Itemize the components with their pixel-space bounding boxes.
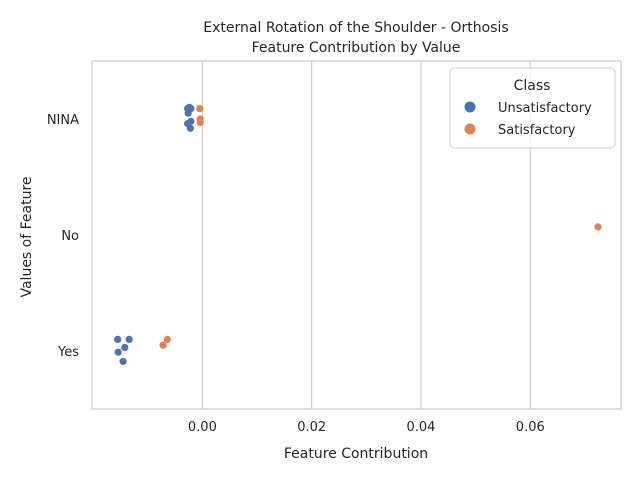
legend-label-satisfactory: Satisfactory xyxy=(498,123,576,138)
data-point-unsatisfactory xyxy=(184,109,192,117)
data-point-satisfactory xyxy=(159,341,167,349)
data-point-unsatisfactory xyxy=(186,124,194,132)
data-point-unsatisfactory xyxy=(119,357,127,365)
legend: Class Unsatisfactory Satisfactory xyxy=(449,67,616,149)
data-point-satisfactory xyxy=(163,335,171,343)
data-point-unsatisfactory xyxy=(114,348,122,356)
y-axis-label: Values of Feature xyxy=(19,176,35,297)
x-axis-ticks: 0.00 0.02 0.04 0.06 xyxy=(188,420,545,435)
y-axis-ticks: NINA No Yes xyxy=(47,113,79,360)
legend-marker-satisfactory xyxy=(464,123,476,135)
x-tick-label: 0.04 xyxy=(407,420,436,435)
chart-title-line-1: External Rotation of the Shoulder - Orth… xyxy=(203,20,508,36)
y-tick-label: Yes xyxy=(57,345,79,360)
x-tick-label: 0.02 xyxy=(297,420,326,435)
legend-box xyxy=(449,67,616,149)
plot-frame xyxy=(91,60,622,410)
y-tick-label: No xyxy=(61,229,79,244)
legend-title: Class xyxy=(514,78,551,94)
y-tick-label: NINA xyxy=(47,113,79,128)
x-tick-label: 0.06 xyxy=(516,420,545,435)
data-point-satisfactory xyxy=(594,223,602,231)
data-point-satisfactory xyxy=(196,105,204,113)
legend-marker-unsatisfactory xyxy=(464,101,476,113)
data-point-satisfactory xyxy=(196,118,204,127)
data-points xyxy=(114,103,602,365)
data-point-unsatisfactory xyxy=(114,335,122,343)
data-point-unsatisfactory xyxy=(121,343,129,352)
data-point-unsatisfactory xyxy=(125,335,133,343)
x-tick-label: 0.00 xyxy=(188,420,217,435)
x-axis-label: Feature Contribution xyxy=(284,446,428,462)
legend-label-unsatisfactory: Unsatisfactory xyxy=(498,101,592,116)
chart-title-line-2: Feature Contribution by Value xyxy=(252,40,461,56)
